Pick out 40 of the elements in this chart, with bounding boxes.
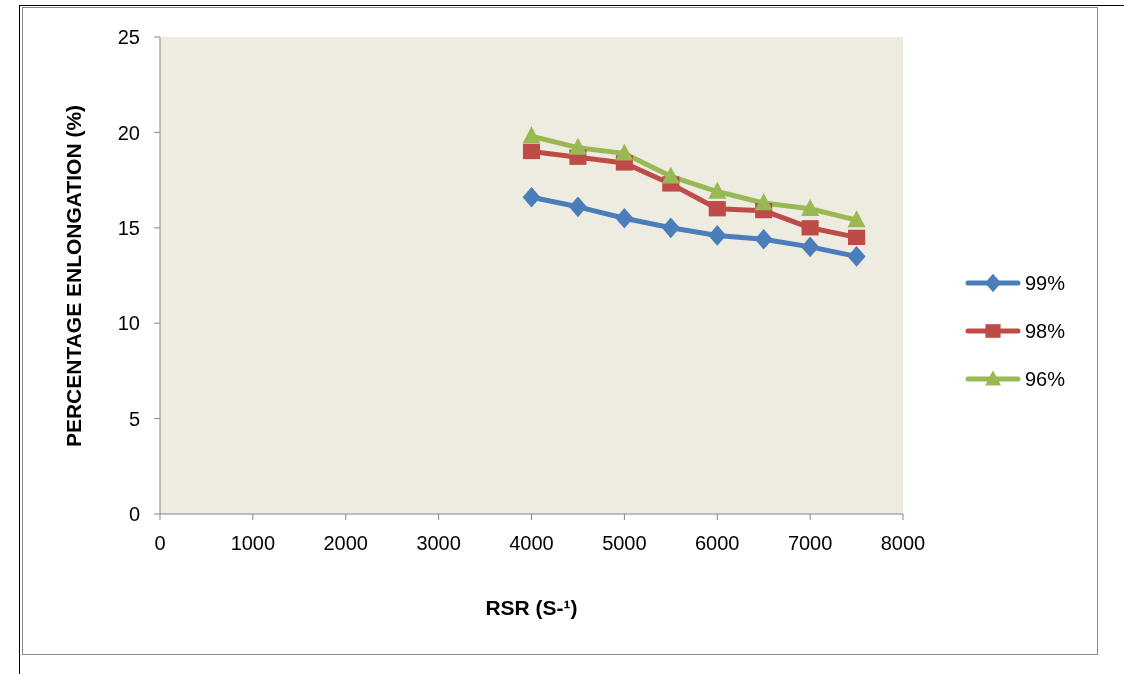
point [847,246,866,267]
point [848,229,866,245]
y-tick-label: 0 [128,503,140,526]
y-tick-label: 15 [117,216,140,239]
x-tick-label: 6000 [695,532,740,555]
point [708,225,727,246]
y-tick-label: 10 [117,312,140,335]
y-tick-label: 25 [117,26,140,49]
point [801,236,820,258]
point [568,137,587,155]
legend-label: 99% [1025,271,1066,295]
point [754,228,773,250]
point [615,143,634,161]
point [522,143,541,160]
legend-label: 98% [1025,319,1066,343]
x-tick-label: 8000 [880,532,926,555]
point [522,126,541,144]
x-tick-label: 1000 [230,532,276,555]
point [615,207,634,229]
x-axis-title: RSR (S-¹) [485,596,578,620]
point [847,210,866,228]
point [708,201,726,217]
x-tick-label: 7000 [787,532,833,555]
point [801,198,820,216]
y-axis-title: PERCENTAGE ENLONGATION (%) [62,104,86,447]
x-tick-label: 2000 [323,532,368,555]
legend-label: 96% [1025,367,1066,391]
point [801,220,819,236]
x-tick-label: 5000 [602,532,647,555]
y-tick-label: 20 [117,121,140,144]
x-tick-label: 0 [154,532,166,555]
point [661,166,680,184]
y-tick-label: 5 [128,407,140,430]
point [708,181,727,199]
x-tick-label: 3000 [416,532,461,555]
point [754,193,773,211]
point [568,196,587,218]
point [522,186,541,208]
point [661,217,680,239]
x-tick-label: 4000 [509,532,554,555]
